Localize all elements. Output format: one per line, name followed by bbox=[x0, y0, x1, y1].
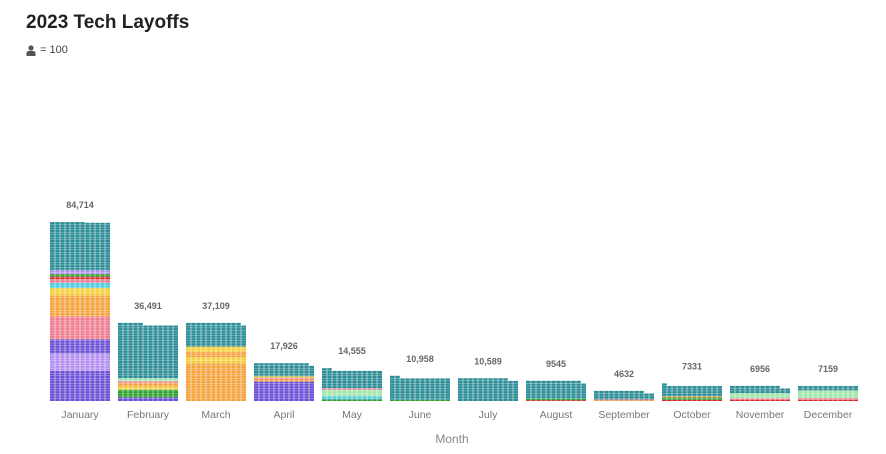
x-tick-label: July bbox=[479, 409, 498, 421]
bar-partial-row bbox=[50, 222, 85, 225]
bar-october bbox=[662, 383, 722, 401]
value-label: 37,109 bbox=[202, 301, 230, 311]
value-label: 7331 bbox=[682, 361, 702, 371]
value-label: 17,926 bbox=[270, 341, 298, 351]
value-label: 14,555 bbox=[338, 346, 366, 356]
value-label: 6956 bbox=[750, 364, 770, 374]
value-label: 10,958 bbox=[406, 354, 434, 364]
bar-july bbox=[458, 378, 518, 401]
x-tick-label: November bbox=[736, 409, 785, 421]
x-tick-label: February bbox=[127, 409, 170, 421]
value-label: 4632 bbox=[614, 369, 634, 379]
x-tick-label: August bbox=[540, 409, 573, 421]
x-tick-label: May bbox=[342, 409, 363, 421]
x-tick-label: January bbox=[61, 409, 99, 421]
x-tick-label: September bbox=[598, 409, 650, 421]
bar-march bbox=[186, 322, 246, 401]
x-tick-label: December bbox=[804, 409, 853, 421]
bar-january bbox=[50, 222, 110, 401]
bar-june bbox=[390, 375, 450, 401]
value-label: 10,589 bbox=[474, 356, 502, 366]
value-label: 9545 bbox=[546, 359, 566, 369]
bar-november bbox=[730, 385, 790, 401]
bar-partial-row bbox=[662, 383, 667, 386]
chart-title: 2023 Tech Layoffs bbox=[26, 12, 190, 33]
legend: = 100 bbox=[26, 44, 68, 56]
x-tick-label: October bbox=[673, 409, 711, 421]
bar-partial-row bbox=[254, 363, 309, 366]
person-icon bbox=[26, 44, 36, 56]
bar-partial-row bbox=[118, 322, 143, 326]
value-label: 36,491 bbox=[134, 301, 162, 311]
x-axis-title: Month bbox=[435, 432, 468, 446]
value-label: 84,714 bbox=[66, 200, 94, 210]
bar-may bbox=[322, 368, 382, 401]
bar-september bbox=[594, 390, 654, 401]
x-tick-label: March bbox=[201, 409, 230, 421]
x-tick-label: April bbox=[273, 409, 294, 421]
bar-april bbox=[254, 363, 314, 401]
bar-partial-row bbox=[526, 380, 581, 384]
bar-december bbox=[798, 385, 858, 401]
value-label: 7159 bbox=[818, 364, 838, 374]
bar-partial-row bbox=[186, 322, 241, 326]
bar-august bbox=[526, 380, 586, 401]
x-tick-label: June bbox=[409, 409, 432, 421]
legend-unit-label: = 100 bbox=[40, 44, 68, 56]
bar-february bbox=[118, 322, 178, 401]
